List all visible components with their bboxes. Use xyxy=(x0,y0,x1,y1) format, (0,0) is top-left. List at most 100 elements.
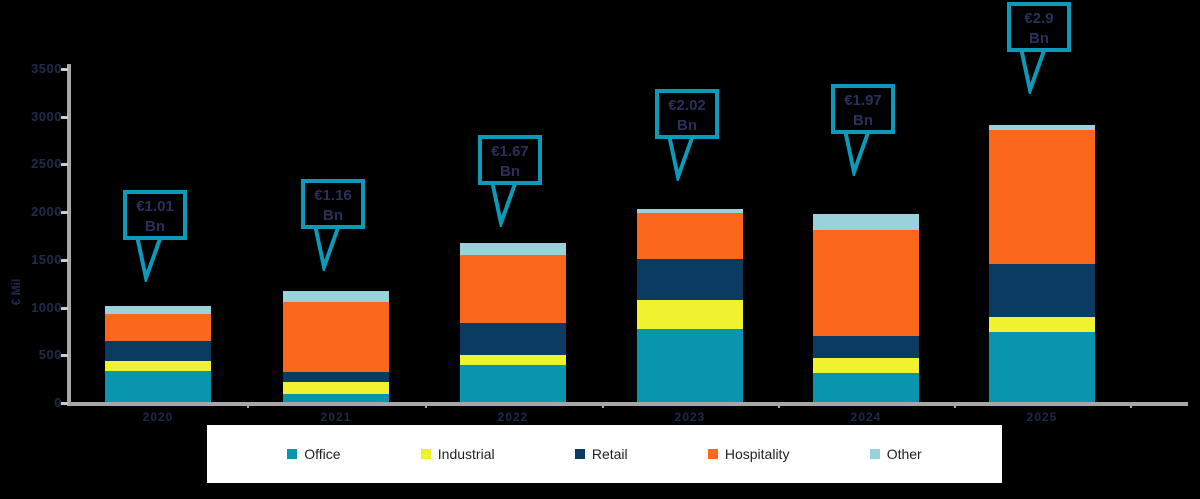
y-tick-mark xyxy=(61,258,68,262)
y-tick-label: 500 xyxy=(38,347,62,363)
callout-pointer-icon xyxy=(490,180,518,227)
x-axis-line xyxy=(67,402,1188,406)
y-tick-label: 2000 xyxy=(31,204,62,220)
x-axis-label-2020: 2020 xyxy=(142,410,174,424)
callout-pointer-icon xyxy=(843,130,871,176)
bar-2023-segment-industrial xyxy=(637,300,743,329)
legend-swatch-icon xyxy=(869,449,880,459)
legend-swatch-icon xyxy=(420,449,431,459)
callout-2020: €1.01 Bn xyxy=(123,189,187,240)
bar-2024-segment-other xyxy=(813,214,919,231)
x-tick-mark xyxy=(601,403,604,408)
callout-unit: Bn xyxy=(1029,30,1049,48)
bar-2025-segment-industrial xyxy=(989,316,1095,332)
legend: Office Industrial Retail Hospitality Other xyxy=(207,425,1002,483)
callout-value: €1.01 xyxy=(136,197,174,215)
legend-label: Industrial xyxy=(437,446,495,462)
bar-2022-segment-industrial xyxy=(460,354,566,365)
bar-2022-segment-other xyxy=(460,242,566,256)
x-tick-mark xyxy=(954,403,956,408)
y-tick-label: 1500 xyxy=(31,251,62,267)
y-tick-mark xyxy=(61,163,68,167)
bar-2022-segment-retail xyxy=(460,323,566,355)
callout-value: €1.67 xyxy=(491,142,529,160)
callout-2023: €2.02 Bn xyxy=(655,89,719,140)
x-axis-label-2024: 2024 xyxy=(850,410,882,424)
callout-value: €2.02 xyxy=(668,97,706,115)
bar-2021-segment-other xyxy=(283,291,389,303)
legend-swatch-icon xyxy=(707,449,718,459)
bar-2025-segment-hospitality xyxy=(989,130,1095,265)
callout-unit: Bn xyxy=(500,162,520,180)
bar-2023-segment-office xyxy=(637,328,743,402)
legend-label: Other xyxy=(886,446,922,462)
bar-2025-segment-retail xyxy=(989,264,1095,317)
legend-item-other: Other xyxy=(869,446,922,462)
callout-value: €1.97 xyxy=(844,92,882,109)
bar-2024-segment-industrial xyxy=(813,358,919,373)
x-axis-label-2025: 2025 xyxy=(1026,410,1058,424)
y-tick-mark xyxy=(61,306,68,310)
callout-2025: €2.9 Bn xyxy=(1007,2,1071,53)
bar-2025-segment-office xyxy=(989,331,1095,402)
y-tick-label: 3500 xyxy=(31,61,62,76)
callout-2022: €1.67 Bn xyxy=(478,134,542,185)
callout-value: €1.16 xyxy=(314,187,352,205)
y-tick-mark xyxy=(61,115,68,119)
x-axis-label-2023: 2023 xyxy=(674,410,706,424)
y-tick-label: 3000 xyxy=(31,108,62,124)
bar-2023-segment-retail xyxy=(637,259,743,301)
bar-2020-segment-office xyxy=(105,371,211,402)
y-tick-mark xyxy=(61,211,68,215)
callout-2024: €1.97 Bn xyxy=(831,84,895,134)
y-tick-label: 1000 xyxy=(31,299,62,315)
x-tick-mark xyxy=(247,403,249,408)
y-tick-mark xyxy=(61,354,68,358)
legend-label: Office xyxy=(304,446,341,462)
legend-label: Hospitality xyxy=(724,446,790,462)
bar-2021-segment-industrial xyxy=(283,382,389,394)
callout-value: €2.9 xyxy=(1024,10,1054,28)
bar-2020-segment-retail xyxy=(105,341,211,362)
callout-pointer-icon xyxy=(667,135,695,182)
legend-item-hospitality: Hospitality xyxy=(707,446,790,462)
bar-2024-segment-office xyxy=(813,372,919,402)
bar-2021-segment-retail xyxy=(283,371,389,383)
bar-2023-segment-other xyxy=(637,209,743,214)
bar-2020-segment-other xyxy=(105,305,211,314)
y-tick-mark xyxy=(61,68,68,71)
callout-2021: €1.16 Bn xyxy=(301,179,365,230)
bar-2020-segment-hospitality xyxy=(105,313,211,342)
y-tick-label: 2500 xyxy=(31,156,62,172)
bar-2022-segment-office xyxy=(460,364,566,402)
bar-2021-segment-office xyxy=(283,393,389,402)
x-tick-mark xyxy=(778,403,780,408)
bar-2024-segment-retail xyxy=(813,336,919,359)
callout-pointer-icon xyxy=(313,225,341,272)
callout-unit: Bn xyxy=(323,207,343,225)
callout-unit: Bn xyxy=(145,217,165,235)
legend-label: Retail xyxy=(591,446,628,462)
y-tick-label: 0 xyxy=(54,395,62,410)
legend-swatch-icon xyxy=(287,449,298,459)
x-axis-label-2022: 2022 xyxy=(497,410,529,424)
legend-swatch-icon xyxy=(574,449,585,459)
bar-2025-segment-other xyxy=(989,125,1095,131)
x-tick-mark xyxy=(424,403,427,408)
callout-unit: Bn xyxy=(677,117,697,135)
x-axis-label-2021: 2021 xyxy=(320,410,352,424)
callout-unit: Bn xyxy=(853,112,873,129)
bar-2023-segment-hospitality xyxy=(637,213,743,260)
y-axis-line xyxy=(67,64,71,406)
bar-2024-segment-hospitality xyxy=(813,230,919,337)
x-tick-mark xyxy=(1130,403,1132,408)
callout-pointer-icon xyxy=(135,235,163,282)
y-tick-mark xyxy=(61,402,68,405)
legend-item-industrial: Industrial xyxy=(420,446,495,462)
bar-2020-segment-industrial xyxy=(105,361,211,372)
legend-item-retail: Retail xyxy=(574,446,628,462)
bar-2021-segment-hospitality xyxy=(283,302,389,372)
bar-2022-segment-hospitality xyxy=(460,255,566,324)
callout-pointer-icon xyxy=(1019,48,1047,95)
